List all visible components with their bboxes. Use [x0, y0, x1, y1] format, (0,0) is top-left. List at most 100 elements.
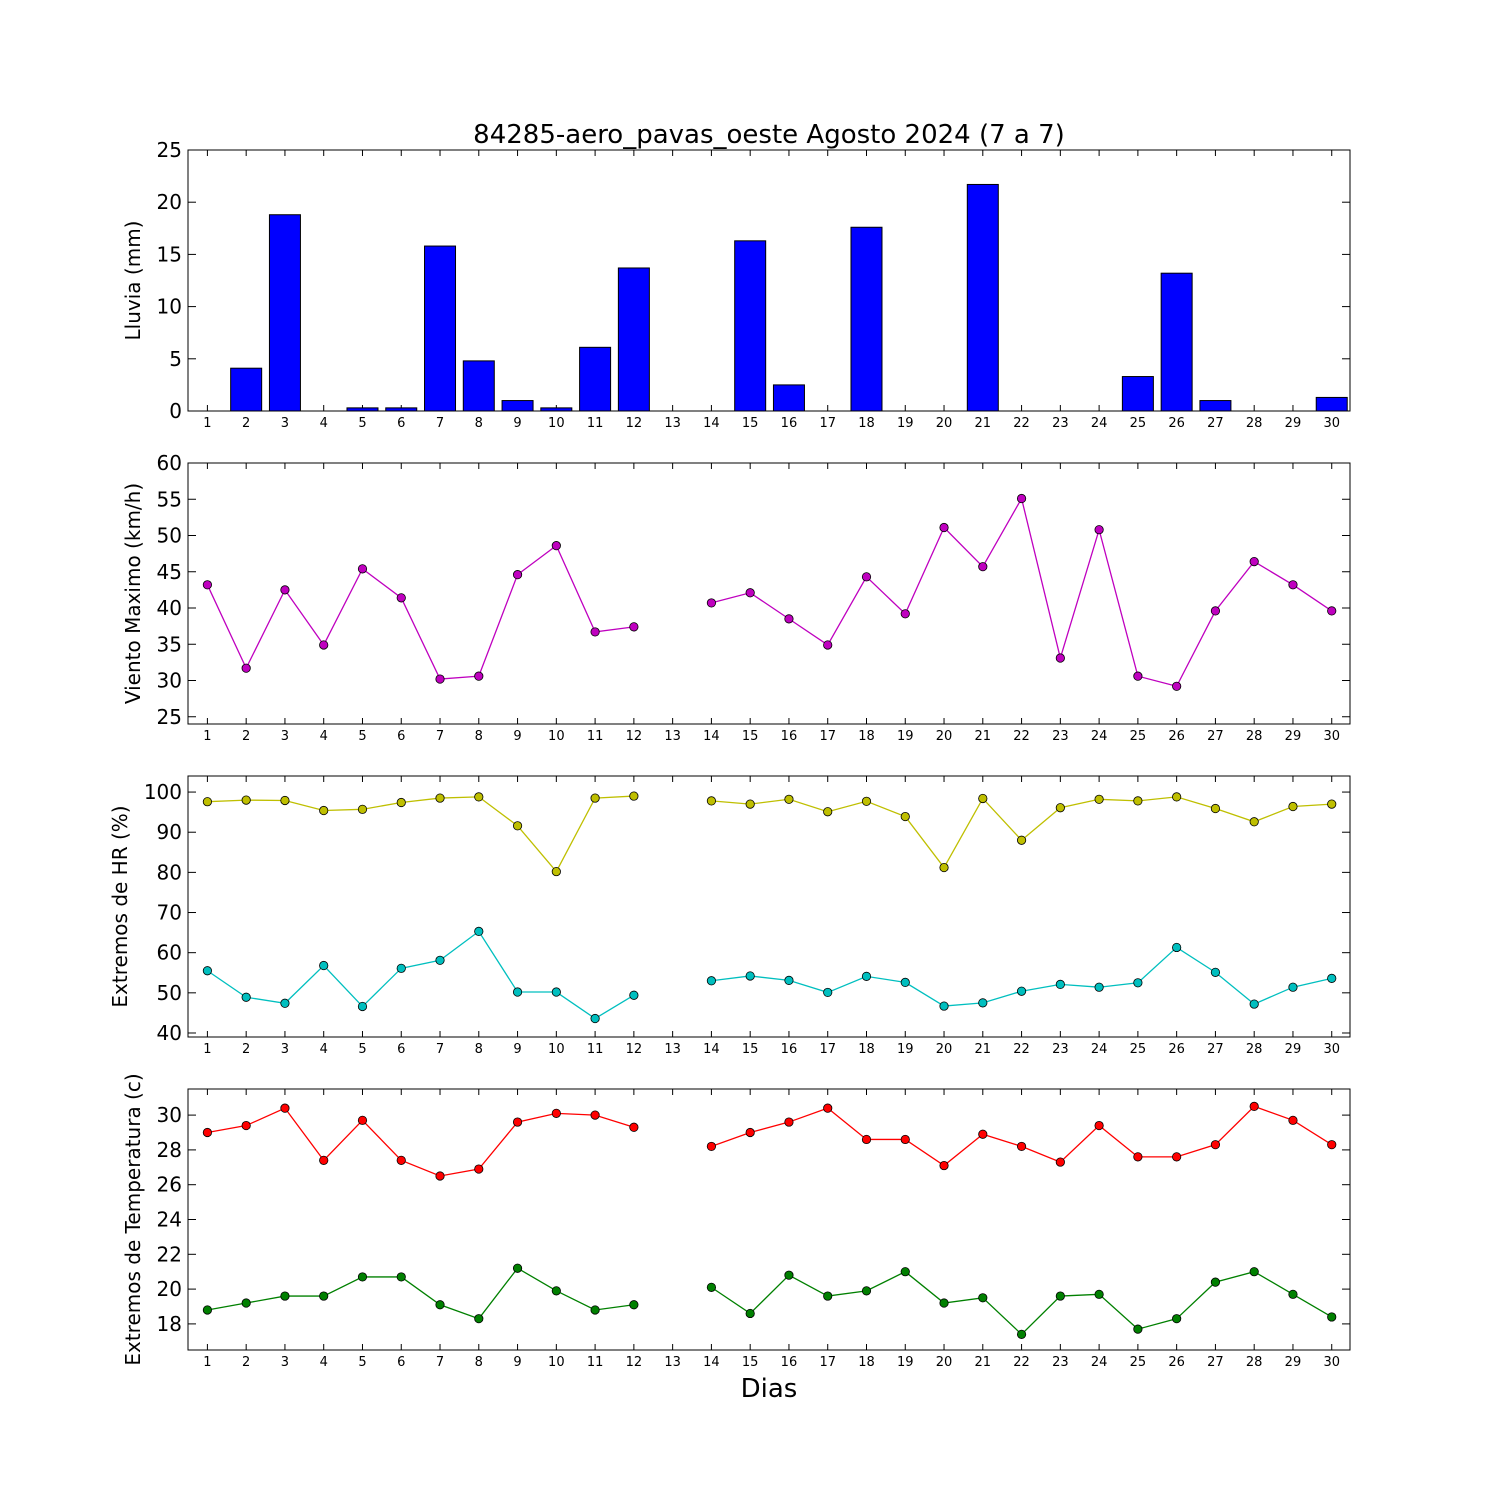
x-tick-label: 30: [1323, 416, 1340, 431]
x-tick-label: 1: [203, 729, 211, 744]
series-point-1: [280, 1103, 290, 1113]
series-point-2: [241, 1298, 251, 1308]
y-tick-label: 90: [157, 820, 182, 844]
x-tick-label: 21: [975, 416, 992, 431]
x-tick-label: 11: [587, 1355, 604, 1370]
x-tick-label: 2: [242, 1355, 250, 1370]
x-tick-label: 10: [548, 1355, 565, 1370]
series-point-1: [474, 1164, 484, 1174]
series-point-1: [202, 797, 212, 807]
x-tick-label: 27: [1207, 729, 1224, 744]
x-tick-label: 16: [781, 729, 798, 744]
x-tick-label: 1: [203, 416, 211, 431]
series-point-2: [745, 1308, 755, 1319]
x-tick-label: 21: [975, 729, 992, 744]
series-point-2: [900, 1267, 910, 1277]
x-tick-label: 29: [1285, 416, 1302, 431]
x-tick-label: 2: [242, 729, 250, 744]
x-tick-label: 30: [1323, 1355, 1340, 1370]
series-point-2: [1210, 967, 1221, 977]
x-tick-label: 23: [1052, 729, 1069, 744]
series-line-1: [206, 544, 634, 680]
x-tick-label: 27: [1207, 1042, 1224, 1057]
series-point-2: [551, 987, 561, 997]
series-point-2: [551, 1286, 561, 1296]
series-point-2: [1016, 986, 1027, 996]
rain-bar: [268, 214, 301, 412]
series-point-1: [1055, 1157, 1065, 1167]
y-tick-label: 26: [157, 1173, 182, 1197]
x-tick-label: 4: [320, 729, 328, 744]
x-tick-label: 28: [1246, 1355, 1263, 1370]
series-point-2: [1094, 982, 1104, 992]
x-tick-label: 7: [436, 729, 444, 744]
x-tick-label: 13: [664, 416, 681, 431]
series-point-1: [474, 671, 484, 681]
x-tick-label: 12: [626, 1042, 643, 1057]
x-tick-label: 17: [819, 729, 836, 744]
x-tick-label: 28: [1246, 1042, 1263, 1057]
y-tick-label: 35: [157, 632, 182, 656]
series-point-1: [1016, 1141, 1027, 1152]
series-point-1: [1133, 1152, 1143, 1162]
series-point-2: [861, 1286, 872, 1296]
x-tick-label: 15: [742, 1042, 759, 1057]
rain-bar: [424, 245, 457, 412]
x-tick-label: 3: [281, 1042, 289, 1057]
series-point-1: [706, 1141, 717, 1152]
series-point-1: [861, 572, 872, 582]
series-point-1: [823, 1103, 833, 1113]
series-point-2: [1016, 1329, 1027, 1339]
x-tick-label: 8: [475, 1355, 483, 1370]
rain-bar: [1199, 400, 1232, 412]
series-point-2: [1288, 1289, 1298, 1299]
y-tick-label: 45: [157, 560, 182, 584]
series-point-2: [280, 998, 290, 1008]
series-line-2: [207, 930, 635, 1020]
series-line-1: [711, 496, 1333, 688]
series-line-1: [711, 1105, 1333, 1167]
x-tick-label: 30: [1323, 1042, 1340, 1057]
x-tick-label: 29: [1285, 1042, 1302, 1057]
plot-frame: [187, 1088, 1351, 1351]
x-tick-label: 24: [1091, 1042, 1108, 1057]
x-tick-label: 16: [781, 1355, 798, 1370]
series-point-1: [978, 793, 988, 804]
series-point-1: [1288, 580, 1298, 590]
x-tick-label: 13: [664, 1355, 681, 1370]
x-tick-label: 18: [858, 416, 875, 431]
series-point-1: [939, 522, 949, 533]
rain-bar: [734, 240, 767, 412]
series-point-1: [861, 1134, 872, 1145]
x-tick-label: 10: [548, 416, 565, 431]
x-tick-label: 5: [358, 1042, 366, 1057]
x-tick-label: 5: [358, 729, 366, 744]
x-tick-label: 18: [858, 1042, 875, 1057]
series-point-1: [202, 1127, 212, 1138]
y-tick-label: 20: [157, 190, 182, 214]
x-tick-label: 24: [1091, 729, 1108, 744]
x-tick-label: 14: [703, 729, 720, 744]
series-point-1: [241, 795, 251, 805]
rain-bar: [540, 407, 573, 412]
series-point-1: [1288, 801, 1298, 812]
y-tick-label: 55: [157, 487, 182, 511]
series-point-2: [1327, 1312, 1337, 1322]
x-tick-label: 11: [587, 1042, 604, 1057]
series-point-2: [319, 1291, 329, 1301]
x-tick-label: 8: [475, 1042, 483, 1057]
series-point-2: [745, 971, 755, 981]
rain-bar: [501, 400, 534, 412]
x-tick-label: 4: [320, 416, 328, 431]
series-point-1: [1172, 681, 1182, 691]
x-tick-label: 29: [1285, 1355, 1302, 1370]
series-point-1: [784, 1117, 794, 1127]
y-tick-label: 25: [157, 138, 182, 162]
x-tick-label: 4: [320, 1355, 328, 1370]
rain-bar: [1160, 272, 1193, 412]
series-point-1: [241, 663, 251, 673]
x-tick-label: 26: [1168, 1042, 1185, 1057]
chart-title: 84285-aero_pavas_oeste Agosto 2024 (7 a …: [473, 120, 1065, 150]
